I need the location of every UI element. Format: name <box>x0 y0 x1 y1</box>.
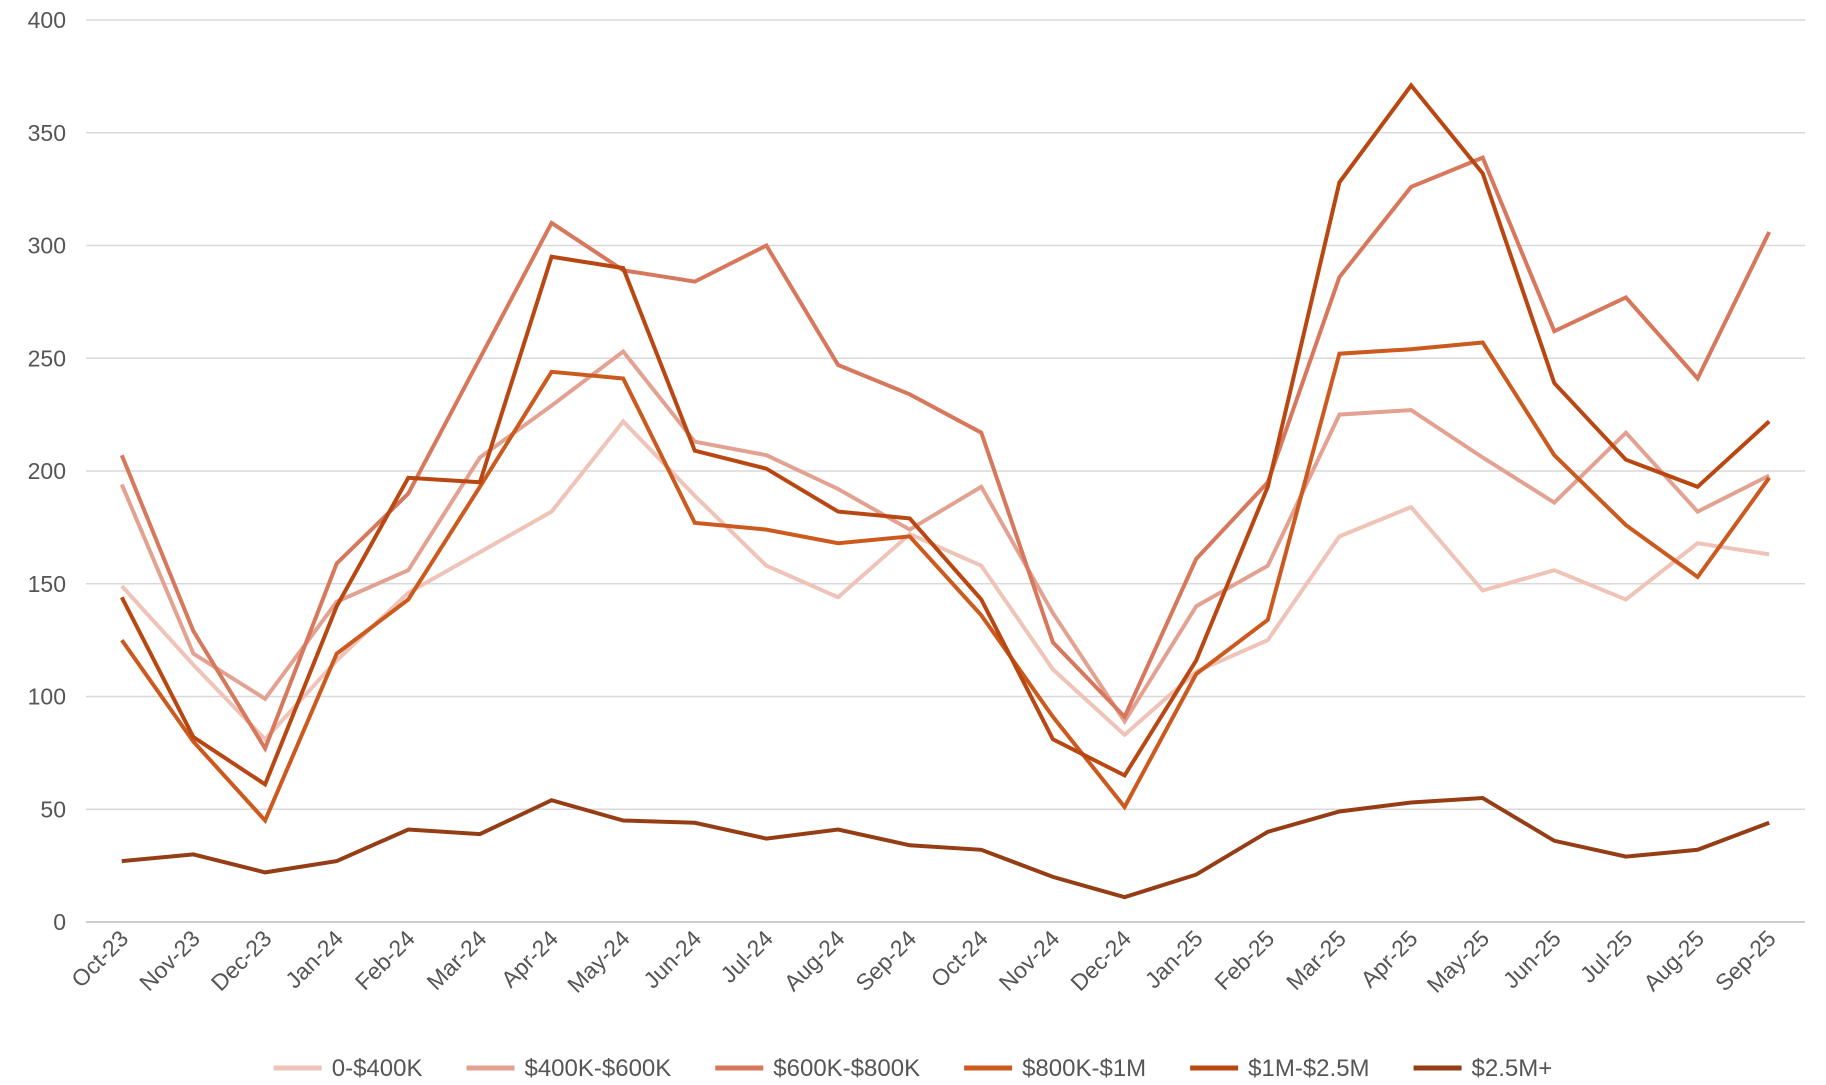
series-line-1 <box>119 348 1771 725</box>
x-tick-label: Nov-23 <box>134 925 205 996</box>
x-tick-label: Mar-24 <box>422 925 492 995</box>
x-tick-label: Nov-24 <box>994 925 1065 996</box>
x-axis-ticks: Oct-23 Nov-23 Dec-23 Jan-24 Feb-24 Mar-24 Apr-… <box>66 925 1781 998</box>
x-tick-label: Oct-24 <box>926 925 993 992</box>
series-line-5 <box>121 795 1770 900</box>
x-tick-label: Feb-24 <box>350 925 420 995</box>
legend-item: $400K-$600K <box>466 1055 671 1082</box>
x-tick-label: Jan-25 <box>1140 925 1208 993</box>
y-tick-label: 250 <box>28 345 66 371</box>
series-lines <box>119 82 1771 900</box>
legend-item: $2.5M+ <box>1413 1055 1553 1082</box>
x-tick-label: May-25 <box>1422 925 1495 998</box>
x-tick-label: Sep-24 <box>850 925 921 996</box>
legend-item: $1M-$2.5M <box>1190 1055 1370 1082</box>
legend-label: $600K-$800K <box>773 1055 920 1082</box>
series-line-2 <box>119 154 1771 753</box>
x-tick-label: Aug-25 <box>1638 925 1709 996</box>
x-tick-label: Dec-24 <box>1065 925 1136 996</box>
gridlines <box>86 19 1805 923</box>
x-tick-label: Apr-24 <box>496 925 563 992</box>
x-tick-label: Mar-25 <box>1281 925 1351 995</box>
x-tick-label: Sep-25 <box>1710 925 1781 996</box>
legend-label: $2.5M+ <box>1472 1055 1553 1082</box>
y-tick-label: 300 <box>28 233 66 259</box>
legend-item: $600K-$800K <box>715 1055 920 1082</box>
y-tick-label: 100 <box>28 684 66 710</box>
x-tick-label: May-24 <box>562 925 635 998</box>
x-tick-label: Jun-25 <box>1498 925 1566 993</box>
series-line-0 <box>120 418 1770 743</box>
x-tick-label: Feb-25 <box>1209 925 1279 995</box>
x-tick-label: Aug-24 <box>779 925 850 996</box>
y-tick-label: 400 <box>28 7 66 33</box>
series-line-4 <box>120 82 1771 788</box>
legend-item: 0-$400K <box>273 1055 423 1082</box>
y-axis-ticks: 0 50 100 150 200 250 300 350 400 <box>28 7 66 935</box>
x-tick-label: Jul-24 <box>715 925 778 988</box>
y-tick-label: 50 <box>40 796 66 822</box>
legend: 0-$400K $400K-$600K $600K-$800K $800K-$1M $1… <box>273 1055 1553 1082</box>
y-tick-label: 200 <box>28 458 66 484</box>
x-tick-label: Jul-25 <box>1575 925 1638 988</box>
legend-label: $400K-$600K <box>524 1055 671 1082</box>
x-tick-label: Dec-23 <box>206 925 277 996</box>
legend-item: $800K-$1M <box>964 1055 1146 1082</box>
legend-label: 0-$400K <box>332 1055 423 1082</box>
x-tick-label: Apr-25 <box>1355 925 1422 992</box>
y-tick-label: 150 <box>28 571 66 597</box>
x-tick-label: Oct-23 <box>66 925 133 992</box>
x-tick-label: Jan-24 <box>280 925 348 993</box>
x-tick-label: Jun-24 <box>638 925 706 993</box>
legend-label: $1M-$2.5M <box>1248 1055 1369 1082</box>
y-tick-label: 0 <box>53 909 66 935</box>
legend-label: $800K-$1M <box>1022 1055 1146 1082</box>
series-line-3 <box>120 340 1771 825</box>
y-tick-label: 350 <box>28 120 66 146</box>
